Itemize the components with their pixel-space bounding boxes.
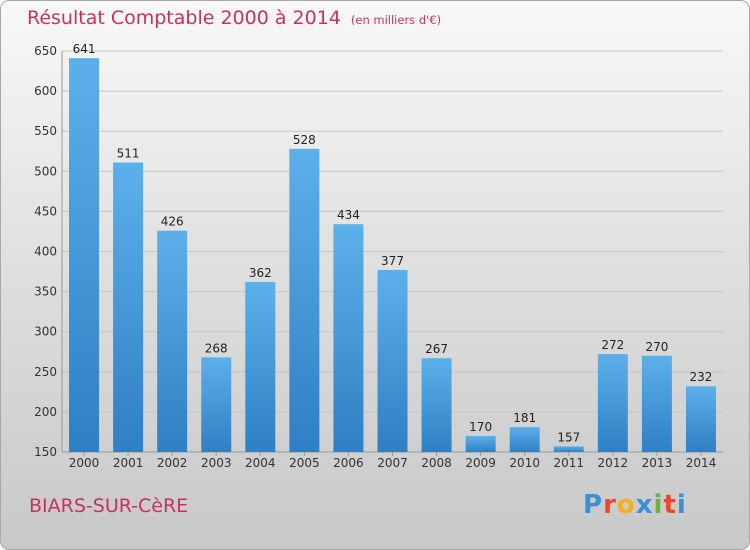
- bar-2007: [377, 269, 408, 452]
- y-tick-label: 150: [34, 445, 57, 459]
- logo-letter: r: [603, 490, 617, 520]
- x-tick-label: 2011: [553, 456, 584, 470]
- bar-2012: [597, 354, 628, 452]
- x-tick-label: 2010: [509, 456, 540, 470]
- bar-2011: [553, 446, 584, 452]
- chart-title-block: Résultat Comptable 2000 à 2014 (en millie…: [27, 7, 441, 29]
- chart-subtitle: (en milliers d'€): [350, 13, 442, 27]
- logo-letter: i: [653, 490, 664, 520]
- logo-letter: t: [663, 490, 677, 520]
- data-label: 270: [645, 340, 668, 354]
- y-tick-label: 200: [34, 405, 57, 419]
- chart-title: Résultat Comptable 2000 à 2014: [27, 7, 341, 29]
- data-label: 362: [249, 266, 272, 280]
- data-label: 377: [381, 254, 404, 268]
- x-tick-label: 2012: [598, 456, 629, 470]
- data-label: 157: [557, 430, 580, 444]
- data-label: 181: [513, 411, 536, 425]
- x-tick-label: 2006: [333, 456, 364, 470]
- logo-letter: P: [583, 490, 604, 520]
- logo-letter: o: [616, 490, 636, 520]
- bar-2009: [465, 435, 496, 452]
- bars: [69, 58, 716, 453]
- bar-2006: [333, 224, 364, 452]
- logo-letter: i: [676, 490, 687, 520]
- data-label: 528: [293, 133, 316, 147]
- x-tick-label: 2013: [642, 456, 673, 470]
- proxiti-logo[interactable]: Proxiti: [583, 490, 687, 520]
- y-tick-label: 600: [34, 84, 57, 98]
- bar-2008: [421, 358, 452, 452]
- data-label: 641: [73, 42, 96, 56]
- bar-2004: [245, 281, 276, 452]
- x-tick-label: 2009: [465, 456, 496, 470]
- bar-2005: [289, 148, 320, 452]
- data-label: 232: [690, 370, 713, 384]
- axes: 150 200 250 300 350 400 450 500 550 600 650 2000 200…: [34, 44, 723, 470]
- y-tick-label: 300: [34, 325, 57, 339]
- bar-2013: [641, 355, 672, 452]
- data-label: 426: [161, 215, 184, 229]
- x-tick-label: 2004: [245, 456, 276, 470]
- y-tick-label: 450: [34, 204, 57, 218]
- bar-2002: [157, 230, 188, 452]
- x-tick-label: 2003: [201, 456, 232, 470]
- x-tick-label: 2008: [421, 456, 452, 470]
- y-tick-label: 550: [34, 124, 57, 138]
- y-tick-label: 650: [34, 44, 57, 58]
- bar-2003: [201, 357, 232, 452]
- logo-letter: x: [635, 490, 654, 520]
- x-tick-label: 2014: [686, 456, 717, 470]
- data-label: 511: [117, 146, 140, 160]
- y-tick-label: 500: [34, 164, 57, 178]
- y-tick-label: 350: [34, 285, 57, 299]
- x-tick-label: 2007: [377, 456, 408, 470]
- bar-2000: [69, 58, 100, 453]
- data-label: 170: [469, 420, 492, 434]
- data-label: 272: [601, 338, 624, 352]
- data-labels: 641 511 426 268 362 528 434 377 267 170 181 157 272 2…: [73, 42, 713, 444]
- x-tick-label: 2002: [157, 456, 188, 470]
- bar-2010: [509, 427, 540, 452]
- bar-2001: [113, 162, 144, 452]
- y-tick-label: 250: [34, 365, 57, 379]
- x-tick-label: 2005: [289, 456, 320, 470]
- data-label: 268: [205, 341, 228, 355]
- y-tick-label: 400: [34, 245, 57, 259]
- town-name: BIARS-SUR-CèRE: [29, 495, 189, 517]
- bar-2014: [685, 386, 716, 452]
- data-label: 267: [425, 342, 448, 356]
- data-label: 434: [337, 208, 360, 222]
- x-tick-label: 2000: [69, 456, 100, 470]
- x-tick-label: 2001: [113, 456, 144, 470]
